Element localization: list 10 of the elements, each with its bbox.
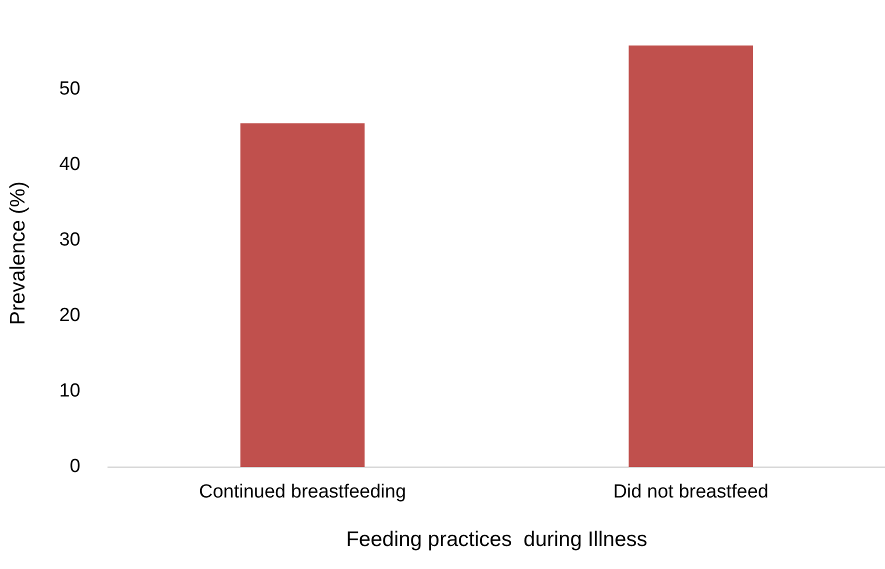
- x-axis-title: Feeding practices during Illness: [346, 528, 648, 552]
- x-tick-label: Did not breastfeed: [613, 482, 768, 503]
- y-tick-label: 40: [59, 154, 80, 176]
- y-tick-label: 10: [59, 380, 80, 402]
- x-tick-label: Continued breastfeeding: [198, 482, 406, 503]
- y-tick-label: 50: [59, 78, 80, 100]
- y-axis-title: Prevalence (%): [6, 181, 30, 325]
- y-tick-label: 0: [70, 456, 80, 478]
- y-tick-label: 30: [59, 230, 80, 251]
- y-tick-label: 20: [59, 305, 80, 326]
